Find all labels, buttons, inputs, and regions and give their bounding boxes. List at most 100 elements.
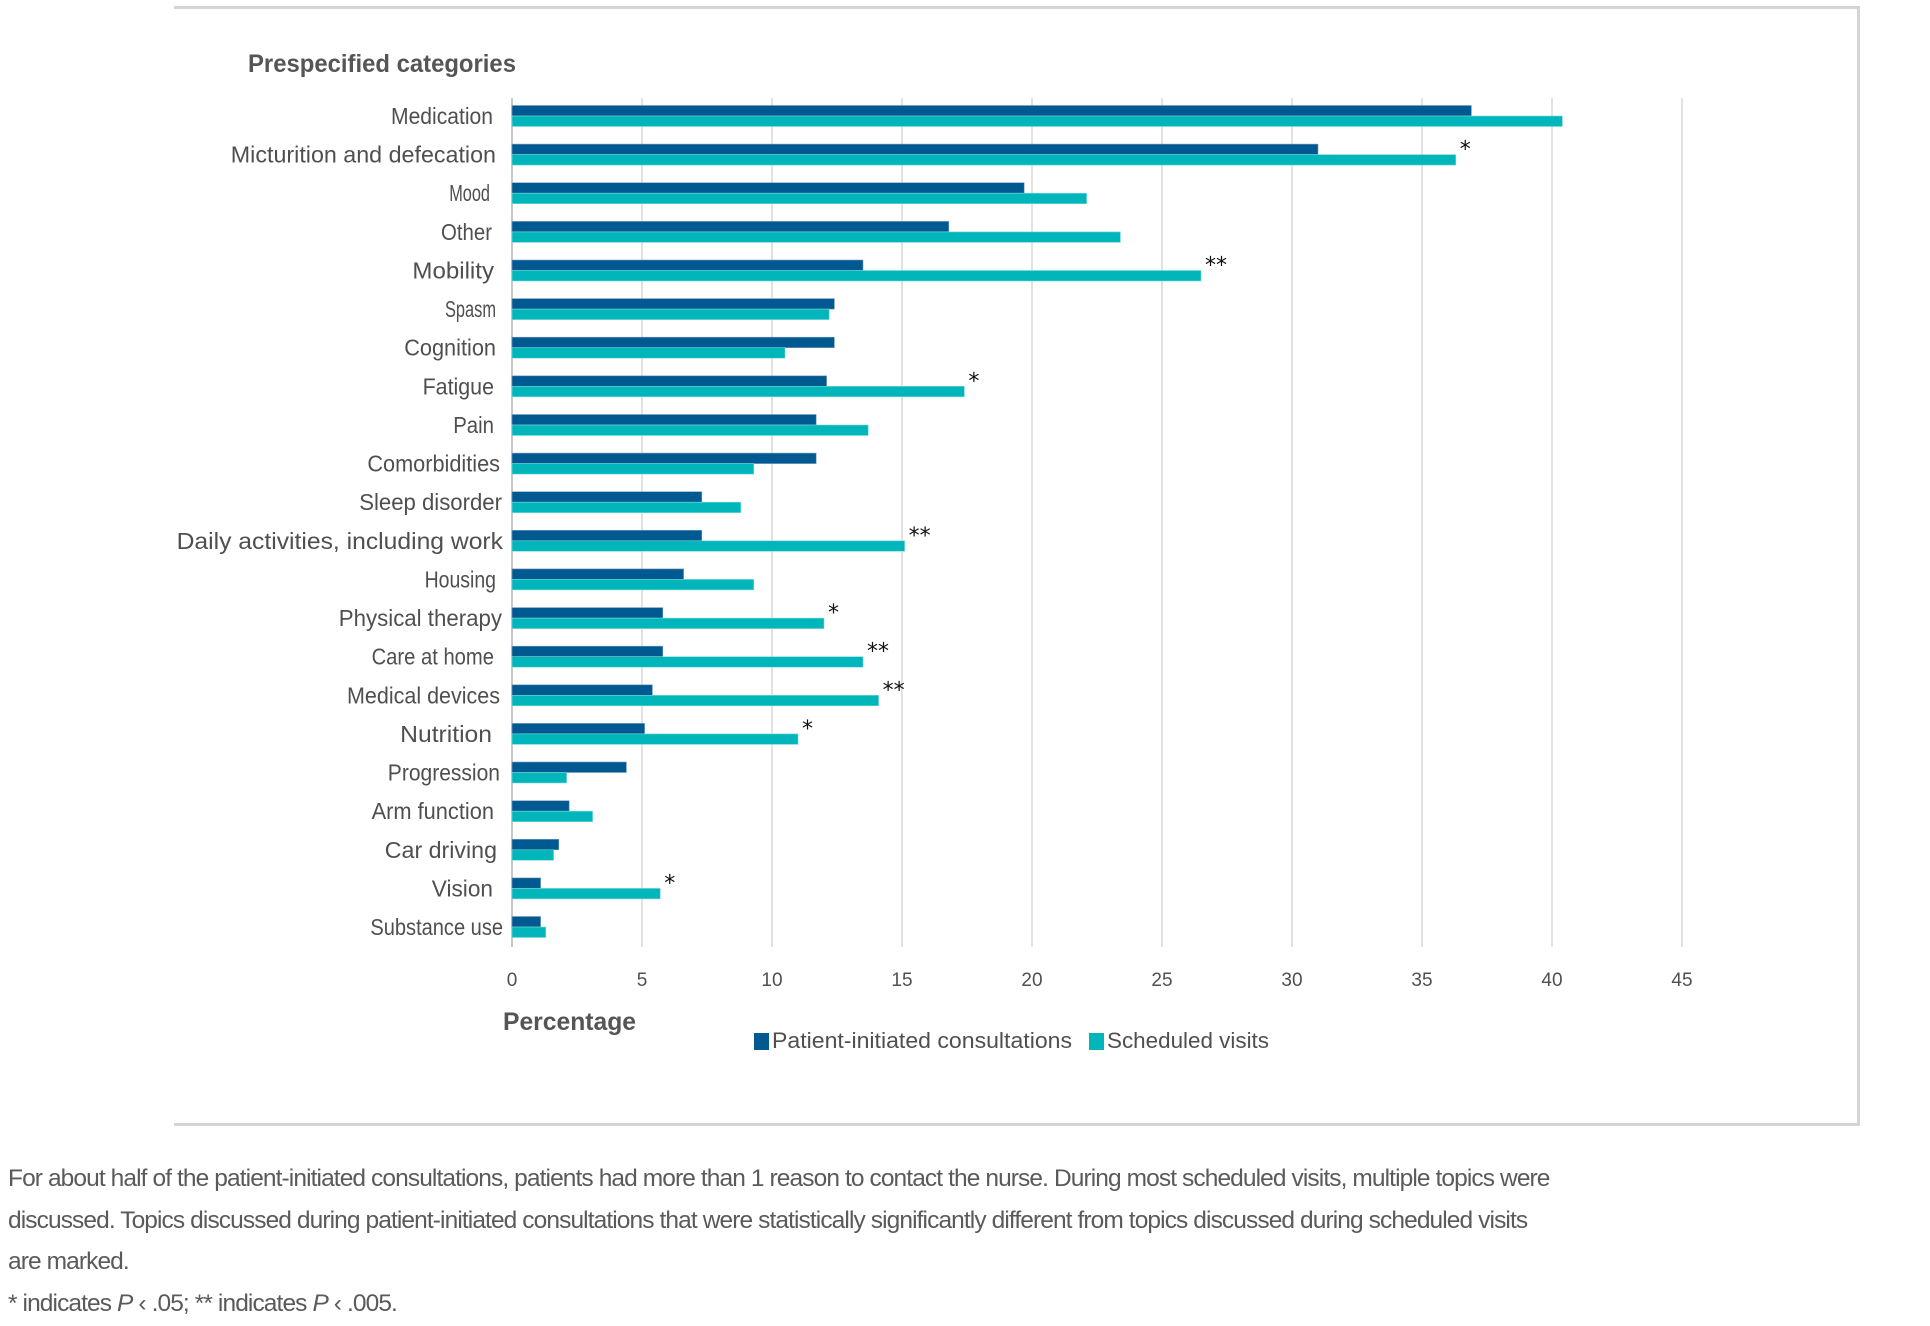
- significance-mark: **: [1205, 253, 1227, 278]
- bar-scheduled: [511, 115, 1563, 127]
- significance-mark: *: [968, 369, 979, 394]
- bar-patient-initiated: [511, 607, 664, 619]
- category-label: Nutrition: [400, 721, 492, 747]
- bar-patient-initiated: [511, 838, 560, 851]
- bar-patient-initiated: [511, 221, 950, 233]
- legend-swatch-scheduled: [1089, 1033, 1104, 1050]
- significance-mark: *: [1460, 138, 1471, 163]
- bar-patient-initiated: [511, 182, 1025, 194]
- x-tick-labels: 0 5 10 15 20 25 30 35 40 45: [507, 970, 1693, 991]
- bar-scheduled: [511, 154, 1457, 166]
- figure-caption: For about half of the patient-initiated …: [8, 1158, 1928, 1324]
- bar-patient-initiated: [511, 414, 817, 426]
- bar-patient-initiated: [511, 916, 541, 928]
- bar-scheduled: [511, 424, 869, 436]
- legend: Patient-initiated consultations Schedule…: [754, 1028, 1269, 1053]
- caption-footnote: * indicates P ‹ .05; ** indicates P ‹ .0…: [8, 1283, 1928, 1325]
- x-tick-label: 15: [891, 970, 912, 991]
- category-label: Comorbidities: [367, 451, 500, 477]
- bar-scheduled: [511, 772, 567, 784]
- category-label: Medical devices: [347, 682, 500, 708]
- category-label: Spasm: [445, 296, 496, 322]
- bar-scheduled: [511, 501, 742, 514]
- category-label: Care at home: [372, 644, 494, 670]
- x-tick-label: 0: [507, 970, 518, 991]
- category-label: Fatigue: [423, 373, 494, 399]
- caption-line-1: For about half of the patient-initiated …: [8, 1165, 1550, 1192]
- bar-scheduled: [511, 385, 965, 398]
- bar-patient-initiated: [511, 645, 664, 658]
- bar-scheduled: [511, 849, 554, 861]
- caption-line-3: are marked.: [8, 1248, 130, 1275]
- category-label: Car driving: [385, 837, 497, 863]
- legend-swatch-patient-initiated: [754, 1033, 769, 1050]
- category-label: Medication: [391, 103, 493, 129]
- category-label: Vision: [432, 875, 493, 901]
- category-label: Housing: [425, 566, 496, 592]
- bars: [511, 105, 1563, 938]
- bar-patient-initiated: [511, 491, 703, 503]
- bar-patient-initiated: [511, 143, 1319, 155]
- bar-scheduled: [511, 656, 864, 668]
- bar-patient-initiated: [511, 259, 864, 271]
- significance-mark: **: [909, 524, 931, 549]
- bar-scheduled: [511, 192, 1087, 204]
- category-label: Mobility: [412, 257, 494, 283]
- significance-mark: **: [883, 678, 905, 703]
- bar-patient-initiated: [511, 684, 653, 696]
- bar-patient-initiated: [511, 375, 827, 387]
- chart-title: Prespecified categories: [248, 50, 516, 78]
- significance-mark: *: [828, 601, 839, 626]
- x-tick-label: 40: [1541, 970, 1562, 991]
- bar-scheduled: [511, 888, 661, 900]
- bar-patient-initiated: [511, 877, 541, 889]
- footnote-text-c: ‹ .005.: [327, 1289, 398, 1317]
- bar-patient-initiated: [511, 298, 835, 310]
- bar-patient-initiated: [511, 761, 627, 773]
- x-tick-label: 20: [1021, 970, 1042, 991]
- category-label: Cognition: [404, 335, 496, 361]
- x-tick-label: 45: [1671, 970, 1692, 991]
- footnote-text-b: ‹ .05; ** indicates: [132, 1289, 313, 1317]
- x-tick-label: 5: [637, 970, 648, 991]
- bar-patient-initiated: [511, 568, 684, 580]
- x-tick-label: 10: [761, 970, 782, 991]
- bar-scheduled: [511, 733, 799, 745]
- category-label: Pain: [453, 412, 494, 438]
- chart-frame: [174, 6, 1860, 1126]
- x-axis-title: Percentage: [503, 1008, 636, 1036]
- footnote-p-2: P: [312, 1289, 328, 1317]
- significance-mark: *: [802, 717, 813, 742]
- significance-mark: **: [867, 640, 889, 665]
- category-label: Daily activities, including work: [177, 528, 504, 554]
- category-labels: Medication Micturition and defecation Mood…: [177, 103, 504, 940]
- bar-scheduled: [511, 579, 755, 591]
- x-tick-label: 30: [1281, 970, 1302, 991]
- category-label: Micturition and defecation: [231, 142, 496, 168]
- bar-scheduled: [511, 617, 825, 629]
- bar-patient-initiated: [511, 723, 645, 735]
- legend-label-scheduled: Scheduled visits: [1107, 1028, 1269, 1053]
- bar-patient-initiated: [511, 800, 570, 812]
- category-label: Substance use: [370, 914, 503, 940]
- category-label: Arm function: [372, 798, 494, 824]
- bar-scheduled: [511, 231, 1121, 243]
- significance-marks: *************: [664, 138, 1471, 897]
- footnote-text-a: * indicates: [8, 1289, 118, 1317]
- bar-scheduled: [511, 308, 830, 320]
- bar-scheduled: [511, 463, 755, 475]
- bar-scheduled: [511, 270, 1202, 282]
- footnote-p-1: P: [117, 1289, 133, 1317]
- category-label: Mood: [449, 180, 490, 206]
- caption-line-2: discussed. Topics discussed during patie…: [8, 1206, 1528, 1234]
- bar-patient-initiated: [511, 336, 835, 349]
- x-tick-label: 35: [1411, 970, 1432, 991]
- bar-patient-initiated: [511, 529, 703, 542]
- category-label: Sleep disorder: [359, 489, 502, 515]
- bar-scheduled: [511, 926, 547, 938]
- legend-label-patient-initiated: Patient-initiated consultations: [772, 1028, 1072, 1053]
- category-label: Physical therapy: [339, 605, 503, 631]
- bar-patient-initiated: [511, 105, 1472, 117]
- category-label: Progression: [388, 760, 500, 786]
- bar-scheduled: [511, 810, 593, 823]
